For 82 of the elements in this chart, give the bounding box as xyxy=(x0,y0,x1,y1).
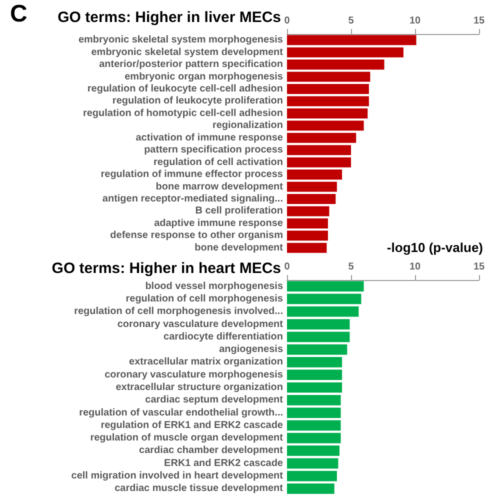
bar xyxy=(287,96,369,106)
bar xyxy=(287,458,338,469)
x-tick-label: 15 xyxy=(473,16,485,26)
y-tick-label: coronary vasculature development xyxy=(117,318,284,330)
x-tick-label: 10 xyxy=(409,16,421,26)
y-tick-label: anterior/posterior pattern specification xyxy=(99,59,283,70)
y-tick-label: extracellular structure organization xyxy=(116,382,283,393)
bar xyxy=(287,47,404,58)
y-tick-label: bone marrow development xyxy=(156,181,284,192)
y-tick-label: regulation of leukocyte cell-cell adhesion xyxy=(87,84,283,94)
bar xyxy=(287,132,356,143)
y-tick-label: B cell proliferation xyxy=(195,206,283,217)
bar xyxy=(287,306,359,317)
bar xyxy=(287,35,416,46)
y-tick-label: extracellular matrix organization xyxy=(129,356,283,368)
y-tick-label: regulation of immune effector process xyxy=(100,169,284,180)
bar xyxy=(287,420,341,431)
y-tick-label: pattern specification process xyxy=(144,144,284,156)
y-tick-label: bone development xyxy=(194,242,284,254)
bar xyxy=(287,145,351,156)
bar xyxy=(287,194,336,204)
bar xyxy=(287,281,364,292)
y-tick-label: blood vessel morphogenesis xyxy=(145,280,284,292)
chart-title: GO terms: Higher in liver MECs xyxy=(58,9,281,26)
bar xyxy=(287,294,362,304)
bar xyxy=(287,120,364,131)
bar xyxy=(287,242,327,253)
x-tick-label: 5 xyxy=(348,16,354,26)
y-tick-label: embryonic organ morphogenesis xyxy=(124,71,284,82)
bar xyxy=(287,206,330,216)
bar xyxy=(287,470,337,482)
bar xyxy=(287,332,350,342)
bar xyxy=(287,344,348,355)
y-tick-label: coronary vasculature morphogenesis xyxy=(104,369,284,380)
bar xyxy=(287,408,341,418)
bar xyxy=(287,108,368,118)
y-tick-label: cardiac muscle tissue development xyxy=(114,483,284,494)
y-tick-label: regulation of muscle organ development xyxy=(90,432,284,444)
x-tick-label: 0 xyxy=(284,262,290,272)
bar xyxy=(287,218,328,228)
y-tick-label: regulation of ERK1 and ERK2 cascade xyxy=(100,420,284,431)
bar xyxy=(287,370,342,380)
y-tick-label: activation of immune response xyxy=(136,132,284,144)
y-tick-label: cell migration involved in heart development xyxy=(71,470,284,482)
bar xyxy=(287,394,341,406)
bar xyxy=(287,319,350,330)
bar xyxy=(287,432,341,444)
y-tick-label: embryonic skeletal system morphogenesis xyxy=(78,34,284,46)
y-tick-label: adaptive immune response xyxy=(154,218,284,229)
text: C xyxy=(10,0,28,28)
bar xyxy=(287,72,370,82)
bar xyxy=(287,483,334,494)
y-tick-label: cardiac chamber development xyxy=(139,445,284,456)
y-tick-label: cardiocyte differentiation xyxy=(164,331,283,342)
y-tick-label: regulation of leukocyte proliferation xyxy=(112,96,283,107)
y-tick-label: regionalization xyxy=(212,120,283,132)
y-tick-label: defense response to other organism xyxy=(110,230,284,242)
y-tick-label: embryonic skeletal system development xyxy=(91,46,284,58)
x-tick-label: 15 xyxy=(473,262,485,272)
y-tick-label: regulation of vascular endothelial growth... xyxy=(79,407,284,418)
y-tick-label: cardiac septum development xyxy=(145,394,284,406)
x-tick-label: 10 xyxy=(409,262,421,272)
bar xyxy=(287,446,340,456)
bar xyxy=(287,170,342,180)
y-tick-label: ERK1 and ERK2 cascade xyxy=(164,458,284,469)
x-tick-label: 0 xyxy=(284,16,290,26)
y-tick-label: regulation of cell activation xyxy=(154,156,283,168)
bar xyxy=(287,182,337,192)
bar xyxy=(287,84,369,94)
bar xyxy=(287,157,351,168)
bar xyxy=(287,230,328,241)
bar xyxy=(287,357,342,368)
y-tick-label: regulation of cell morphogenesis xyxy=(126,293,284,304)
y-tick-label: regulation of homotypic cell-cell adhesion xyxy=(82,108,283,119)
y-tick-label: regulation of cell morphogenesis involved... xyxy=(74,306,284,318)
bar xyxy=(287,60,384,70)
x-tick-label: 5 xyxy=(348,262,354,272)
y-tick-label: angiogenesis xyxy=(219,344,284,356)
y-tick-label: antigen receptor-mediated signaling... xyxy=(102,194,284,204)
x-axis-title: -log10 (p-value) xyxy=(386,240,484,255)
text: GO terms: Higher in heart MECs xyxy=(52,260,282,277)
bar xyxy=(287,382,342,393)
